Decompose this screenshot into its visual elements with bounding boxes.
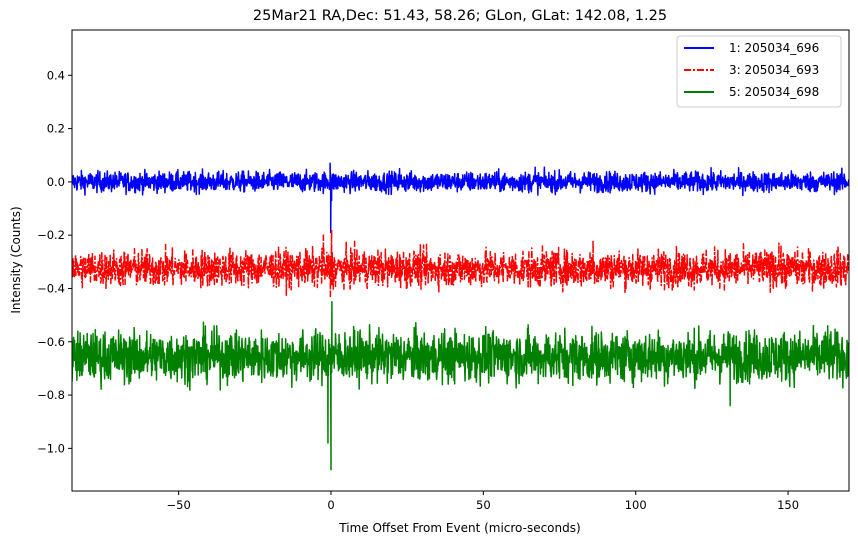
legend-label-series-1: 1: 205034_696 [729,41,819,55]
y-tick-label: −0.8 [37,388,65,402]
x-axis-label: Time Offset From Event (micro-seconds) [338,521,580,535]
legend-box [676,35,842,108]
chart-title: 25Mar21 RA,Dec: 51.43, 58.26; GLon, GLat… [253,8,667,24]
x-tick-label: 150 [777,498,799,512]
series-line-5 [72,301,849,471]
y-tick-label: 0.4 [47,68,65,82]
legend-label-series-3: 3: 205034_693 [729,63,819,77]
legend-label-series-5: 5: 205034_698 [729,85,819,99]
y-axis: −1.0 −0.8 −0.6 −0.4 −0.2 0.0 0.2 0.4 [37,68,72,455]
x-tick-label: −50 [167,498,191,512]
x-tick-label: 100 [625,498,647,512]
y-tick-label: −0.6 [37,335,65,349]
y-tick-label: −0.2 [37,228,65,242]
series-line-3 [72,229,849,298]
y-tick-label: 0.2 [47,122,65,136]
series-layer [72,162,849,471]
series-line-1 [72,162,849,234]
y-tick-label: −0.4 [37,281,65,295]
x-tick-label: 50 [476,498,491,512]
y-tick-label: −1.0 [37,441,65,455]
y-tick-label: 0.0 [47,175,65,189]
legend: 1: 205034_696 3: 205034_693 5: 205034_69… [676,35,842,108]
x-tick-label: 0 [327,498,334,512]
x-axis: −50 0 50 100 150 [167,491,799,512]
plot-frame [71,29,850,492]
y-axis-label: Intensity (Counts) [9,206,23,313]
